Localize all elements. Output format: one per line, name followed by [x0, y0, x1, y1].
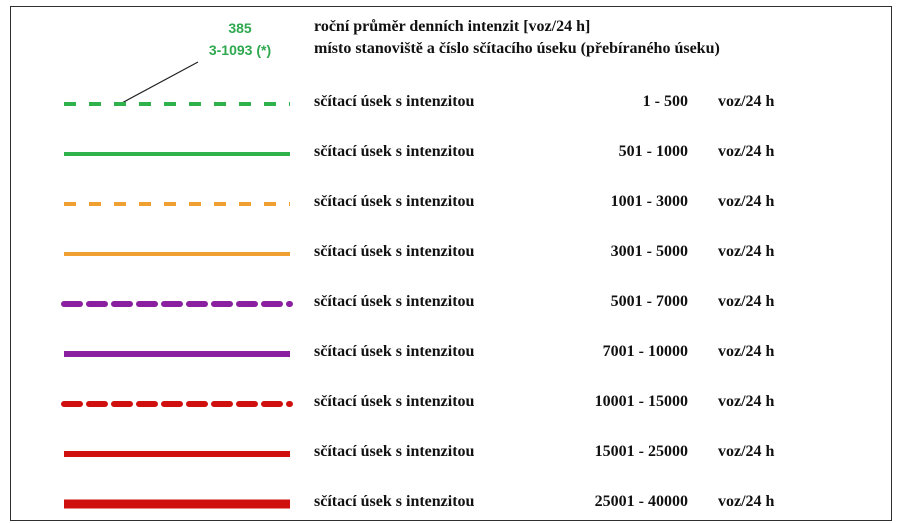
- row-label: sčítací úsek s intenzitou: [314, 243, 475, 260]
- line-symbol: [64, 499, 290, 509]
- line-symbol: [64, 451, 290, 457]
- intensity-range: 10001 - 15000: [594, 393, 688, 410]
- unit-label: voz/24 h: [718, 443, 775, 460]
- line-symbol: [61, 301, 293, 307]
- intensity-range: 501 - 1000: [618, 143, 688, 160]
- legend-row: sčítací úsek s intenzitou 10001 - 15000 vo…: [0, 389, 901, 419]
- example-section-id: 3-1093 (*): [208, 42, 272, 58]
- section-id-description: místo stanoviště a číslo sčítacího úseku…: [314, 40, 720, 57]
- row-label: sčítací úsek s intenzitou: [314, 93, 475, 110]
- line-symbol: [64, 252, 290, 256]
- legend-row: sčítací úsek s intenzitou 501 - 1000 voz/2…: [0, 139, 901, 169]
- example-value: 385: [228, 20, 252, 36]
- unit-label: voz/24 h: [718, 293, 775, 310]
- row-label: sčítací úsek s intenzitou: [314, 143, 475, 160]
- intensity-range: 25001 - 40000: [594, 493, 688, 510]
- intensity-range: 1001 - 3000: [610, 193, 688, 210]
- legend-row: sčítací úsek s intenzitou 5001 - 7000 voz/…: [0, 289, 901, 319]
- line-symbol: [64, 351, 290, 357]
- legend-row: sčítací úsek s intenzitou 15001 - 25000 vo…: [0, 439, 901, 469]
- line-symbol: [64, 202, 290, 206]
- unit-label: voz/24 h: [718, 243, 775, 260]
- legend-row: sčítací úsek s intenzitou 1001 - 3000 voz/…: [0, 189, 901, 219]
- intensity-range: 3001 - 5000: [610, 243, 688, 260]
- intensity-range: 7001 - 10000: [602, 343, 688, 360]
- row-label: sčítací úsek s intenzitou: [314, 293, 475, 310]
- intensity-range: 5001 - 7000: [610, 293, 688, 310]
- row-label: sčítací úsek s intenzitou: [314, 443, 475, 460]
- legend-row: sčítací úsek s intenzitou 3001 - 5000 voz/…: [0, 239, 901, 269]
- intensity-range: 1 - 500: [642, 93, 688, 110]
- value-description: roční průměr denních intenzit [voz/24 h]: [314, 18, 591, 35]
- line-symbol: [61, 401, 293, 407]
- unit-label: voz/24 h: [718, 393, 775, 410]
- line-symbol: [64, 152, 290, 156]
- line-symbol: [64, 102, 290, 106]
- unit-label: voz/24 h: [718, 493, 775, 510]
- row-label: sčítací úsek s intenzitou: [314, 193, 475, 210]
- unit-label: voz/24 h: [718, 93, 775, 110]
- legend-row: sčítací úsek s intenzitou 7001 - 10000 voz…: [0, 339, 901, 369]
- row-label: sčítací úsek s intenzitou: [314, 343, 475, 360]
- unit-label: voz/24 h: [718, 143, 775, 160]
- intensity-range: 15001 - 25000: [594, 443, 688, 460]
- legend-row: sčítací úsek s intenzitou 25001 - 40000 vo…: [0, 489, 901, 519]
- row-label: sčítací úsek s intenzitou: [314, 393, 475, 410]
- unit-label: voz/24 h: [718, 193, 775, 210]
- unit-label: voz/24 h: [718, 343, 775, 360]
- legend-row: sčítací úsek s intenzitou 1 - 500 voz/24 h: [0, 89, 901, 119]
- row-label: sčítací úsek s intenzitou: [314, 493, 475, 510]
